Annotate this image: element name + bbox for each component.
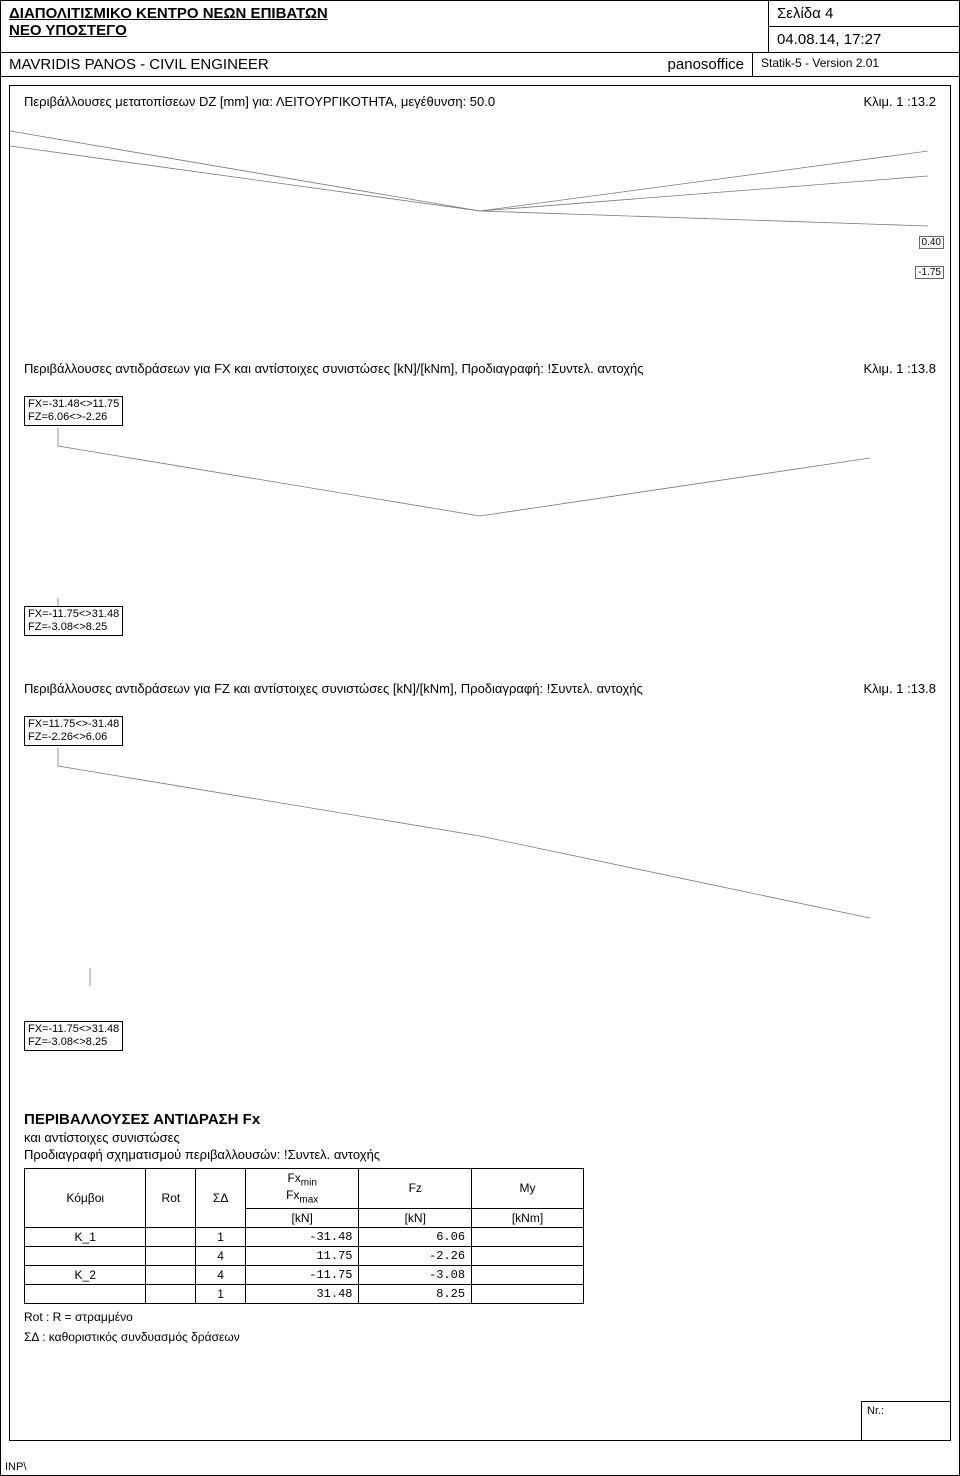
table-cell: -11.75 bbox=[245, 1265, 359, 1284]
subheader: MAVRIDIS PANOS - CIVIL ENGINEER panosoff… bbox=[1, 53, 959, 77]
table-cell bbox=[472, 1284, 584, 1303]
table-cell: -3.08 bbox=[359, 1265, 472, 1284]
section2-box1-l2: FZ=6.06<>-2.26 bbox=[28, 411, 107, 424]
section4: ΠΕΡΙΒΑΛΛΟΥΣΕΣ ΑΝΤΙΔΡΑΣΗ Fx και αντίστοιχ… bbox=[24, 1111, 664, 1344]
table-cell: -2.26 bbox=[359, 1246, 472, 1265]
page: ΔΙΑΠΟΛΙΤΙΣΜΙΚΟ ΚΕΝΤΡΟ ΝΕΩΝ ΕΠΙΒΑΤΩΝ ΝΕΟ … bbox=[0, 0, 960, 1476]
col-my: My bbox=[472, 1169, 584, 1209]
software-version: Statik-5 - Version 2.01 bbox=[753, 53, 959, 76]
section3-title: Περιβάλλουσες αντιδράσεων για FZ και αντ… bbox=[24, 681, 643, 696]
section2-box2-l1: FX=-11.75<>31.48 bbox=[28, 608, 119, 621]
legend-sd: ΣΔ : καθοριστικός συνδυασμός δράσεων bbox=[24, 1330, 664, 1344]
content-frame: Περιβάλλουσες μετατοπίσεων DZ [mm] για: … bbox=[9, 85, 951, 1441]
col-sd: ΣΔ bbox=[196, 1169, 246, 1228]
table-cell bbox=[146, 1227, 196, 1246]
reaction-table: Κόμβοι Rot ΣΔ Fxmin Fxmax Fz My [kN] [kN… bbox=[24, 1168, 584, 1304]
col-fx-label: Fx bbox=[287, 1171, 300, 1185]
section4-sub1: και αντίστοιχες συνιστώσες bbox=[24, 1130, 664, 1145]
table-cell: K_2 bbox=[25, 1265, 146, 1284]
datetime: 04.08.14, 17:27 bbox=[769, 27, 959, 52]
table-cell bbox=[146, 1246, 196, 1265]
table-cell bbox=[472, 1246, 584, 1265]
table-cell bbox=[472, 1227, 584, 1246]
unit-fz: [kN] bbox=[359, 1208, 472, 1227]
table-cell: 1 bbox=[196, 1227, 246, 1246]
footer-nr: Nr.: bbox=[867, 1405, 884, 1417]
section3-box2-l2: FZ=-3.08<>8.25 bbox=[28, 1036, 119, 1049]
table-cell: 4 bbox=[196, 1265, 246, 1284]
section2-box1: FX=-31.48<>11.75 FZ=6.06<>-2.26 bbox=[24, 396, 123, 426]
project-title-1: ΔΙΑΠΟΛΙΤΙΣΜΙΚΟ ΚΕΝΤΡΟ ΝΕΩΝ ΕΠΙΒΑΤΩΝ bbox=[9, 5, 760, 22]
section3-diagram bbox=[10, 748, 928, 1008]
table-cell: 6.06 bbox=[359, 1227, 472, 1246]
section1-val-bot: -1.75 bbox=[915, 266, 944, 279]
section2-scale: Κλιμ. 1 :13.8 bbox=[863, 361, 936, 376]
table-row: K_2 4-11.75-3.08 bbox=[25, 1265, 584, 1284]
section2-box2: FX=-11.75<>31.48 FZ=-3.08<>8.25 bbox=[24, 606, 123, 636]
section2-box2-l2: FZ=-3.08<>8.25 bbox=[28, 621, 119, 634]
table-cell: 31.48 bbox=[245, 1284, 359, 1303]
table-cell: K_1 bbox=[25, 1227, 146, 1246]
col-fx-min: min bbox=[301, 1177, 317, 1188]
subheader-left: MAVRIDIS PANOS - CIVIL ENGINEER panosoff… bbox=[1, 53, 753, 76]
col-node: Κόμβοι bbox=[25, 1169, 146, 1228]
table-row: K_1 1-31.486.06 bbox=[25, 1227, 584, 1246]
unit-my: [kNm] bbox=[472, 1208, 584, 1227]
table-cell: 4 bbox=[196, 1246, 246, 1265]
project-title-2: ΝΕΟ ΥΠΟΣΤΕΓΟ bbox=[9, 22, 760, 39]
section3-box1: FX=11.75<>-31.48 FZ=-2.26<>6.06 bbox=[24, 716, 123, 746]
col-rot: Rot bbox=[146, 1169, 196, 1228]
table-cell bbox=[146, 1284, 196, 1303]
header-right: Σελίδα 4 04.08.14, 17:27 bbox=[769, 1, 959, 52]
table-header-row: Κόμβοι Rot ΣΔ Fxmin Fxmax Fz My bbox=[25, 1169, 584, 1209]
section2-box1-l1: FX=-31.48<>11.75 bbox=[28, 398, 119, 411]
table-cell bbox=[25, 1246, 146, 1265]
section3-box1-l2: FZ=-2.26<>6.06 bbox=[28, 731, 119, 744]
footer-inp: INP\ bbox=[5, 1461, 26, 1473]
section3-scale: Κλιμ. 1 :13.8 bbox=[863, 681, 936, 696]
section1-title: Περιβάλλουσες μετατοπίσεων DZ [mm] για: … bbox=[24, 94, 495, 109]
section2-title: Περιβάλλουσες αντιδράσεων για FX και αντ… bbox=[24, 361, 644, 376]
office: panosoffice bbox=[668, 56, 744, 73]
table-row: 411.75-2.26 bbox=[25, 1246, 584, 1265]
table-row: 131.488.25 bbox=[25, 1284, 584, 1303]
footer-nr-box: Nr.: bbox=[861, 1401, 951, 1441]
table-cell: 8.25 bbox=[359, 1284, 472, 1303]
table-cell bbox=[25, 1284, 146, 1303]
section4-title: ΠΕΡΙΒΑΛΛΟΥΣΕΣ ΑΝΤΙΔΡΑΣΗ Fx bbox=[24, 1111, 664, 1128]
col-fx-max: max bbox=[299, 1195, 318, 1206]
unit-fx: [kN] bbox=[245, 1208, 359, 1227]
section3-box1-l1: FX=11.75<>-31.48 bbox=[28, 718, 119, 731]
engineer: MAVRIDIS PANOS - CIVIL ENGINEER bbox=[9, 56, 269, 73]
table-cell: -31.48 bbox=[245, 1227, 359, 1246]
table-cell: 1 bbox=[196, 1284, 246, 1303]
section3-box2: FX=-11.75<>31.48 FZ=-3.08<>8.25 bbox=[24, 1021, 123, 1051]
col-fx-label2: Fx bbox=[286, 1188, 299, 1202]
header: ΔΙΑΠΟΛΙΤΙΣΜΙΚΟ ΚΕΝΤΡΟ ΝΕΩΝ ΕΠΙΒΑΤΩΝ ΝΕΟ … bbox=[1, 1, 959, 53]
table-cell bbox=[146, 1265, 196, 1284]
page-number: Σελίδα 4 bbox=[769, 1, 959, 27]
section1-diagram bbox=[10, 121, 928, 301]
col-fz: Fz bbox=[359, 1169, 472, 1209]
legend-rot: Rot : R = στραμμένο bbox=[24, 1310, 664, 1324]
section4-sub2: Προδιαγραφή σχηματισμού περιβαλλουσών: !… bbox=[24, 1147, 664, 1162]
section3-box2-l1: FX=-11.75<>31.48 bbox=[28, 1023, 119, 1036]
section1-val-top: 0.40 bbox=[919, 236, 944, 249]
section1-scale: Κλιμ. 1 :13.2 bbox=[863, 94, 936, 109]
section2-diagram bbox=[10, 428, 928, 628]
table-cell bbox=[472, 1265, 584, 1284]
header-left: ΔΙΑΠΟΛΙΤΙΣΜΙΚΟ ΚΕΝΤΡΟ ΝΕΩΝ ΕΠΙΒΑΤΩΝ ΝΕΟ … bbox=[1, 1, 769, 52]
col-fx: Fxmin Fxmax bbox=[245, 1169, 359, 1209]
table-cell: 11.75 bbox=[245, 1246, 359, 1265]
